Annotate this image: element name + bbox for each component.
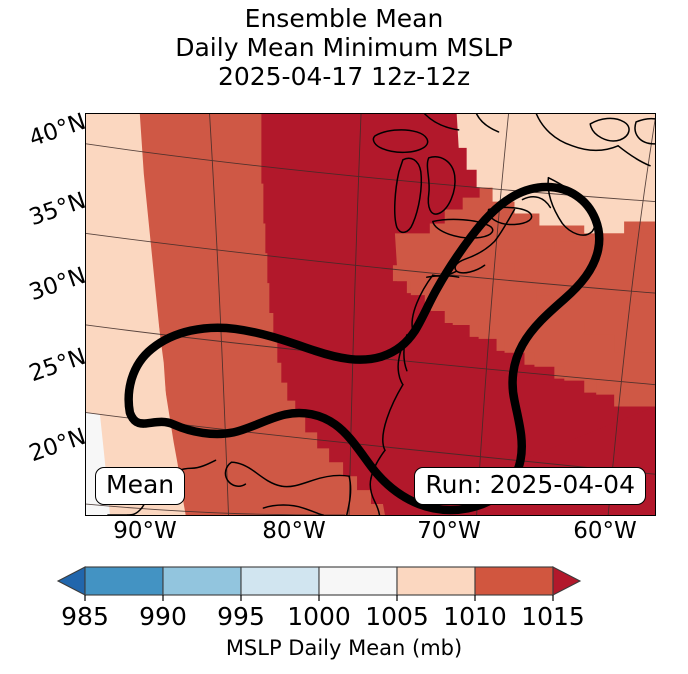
lon-tick-60w: 60°W xyxy=(573,518,637,544)
colorbar-over-arrow xyxy=(552,566,582,596)
map-plot-area[interactable]: Mean Run: 2025-04-04 xyxy=(85,113,656,516)
colorbar-band-995-1000 xyxy=(240,566,320,596)
lat-tick-35n: 35°N xyxy=(25,187,90,232)
lat-tick-30n: 30°N xyxy=(25,262,90,307)
mean-label-box: Mean xyxy=(95,467,186,505)
colorbar-tick-label-990: 990 xyxy=(139,602,187,631)
colorbar-tick-label-1015: 1015 xyxy=(521,602,585,631)
colorbar-band-1000-1005 xyxy=(318,566,398,596)
fill-band-southwest-light xyxy=(86,114,182,515)
colorbar-tick-label-995: 995 xyxy=(217,602,265,631)
lat-tick-20n: 20°N xyxy=(25,423,90,468)
colorbar-tick-label-1005: 1005 xyxy=(365,602,429,631)
contour-1015-mb xyxy=(124,182,604,515)
lat-tick-40n: 40°N xyxy=(25,108,90,153)
colorbar-title: MSLP Daily Mean (mb) xyxy=(225,636,463,660)
colorbar-tick-label-1000: 1000 xyxy=(287,602,351,631)
fill-band-northeast-light xyxy=(456,114,655,234)
colorbar-ticks xyxy=(84,595,554,601)
map-canvas xyxy=(86,114,655,515)
title-line-1: Ensemble Mean xyxy=(244,4,444,33)
title-line-2: Daily Mean Minimum MSLP xyxy=(175,33,513,62)
colorbar[interactable]: 985 990 995 1000 1005 1010 1015 MSLP Dai… xyxy=(0,560,688,674)
colorbar-tick-label-1010: 1010 xyxy=(443,602,507,631)
colorbar-under-arrow xyxy=(56,566,86,596)
lon-tick-90w: 90°W xyxy=(113,518,177,544)
lat-tick-25n: 25°N xyxy=(25,343,90,388)
colorbar-canvas xyxy=(56,566,582,601)
chart-title: Ensemble Mean Daily Mean Minimum MSLP 20… xyxy=(0,4,688,91)
colorbar-band-990-995 xyxy=(162,566,242,596)
colorbar-band-1005-1010 xyxy=(396,566,476,596)
colorbar-tick-label-985: 985 xyxy=(61,602,109,631)
colorbar-band-985-990 xyxy=(84,566,164,596)
lon-tick-80w: 80°W xyxy=(262,518,326,544)
colorbar-band-1010-1015 xyxy=(474,566,554,596)
lon-tick-70w: 70°W xyxy=(417,518,481,544)
title-line-3: 2025-04-17 12z-12z xyxy=(217,62,471,91)
run-label-box: Run: 2025-04-04 xyxy=(414,467,646,505)
